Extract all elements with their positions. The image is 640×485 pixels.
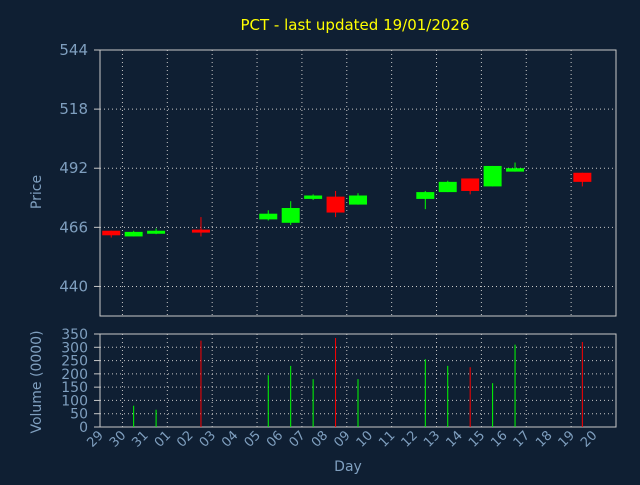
volume-tick-label: 200: [61, 367, 88, 383]
volume-tick-label: 0: [79, 420, 88, 436]
price-panel: 544 518 492 466 440: [59, 41, 617, 317]
volume-tick-label: 300: [61, 340, 88, 356]
candle-body: [147, 230, 166, 234]
x-axis-label: Day: [334, 459, 362, 475]
candle-body: [461, 178, 480, 191]
price-frame: [99, 49, 617, 317]
candle-body: [259, 213, 278, 220]
price-tick-label: 492: [59, 159, 88, 177]
candle-body: [304, 195, 323, 199]
candle-body: [506, 168, 525, 172]
volume-tick-label: 350: [61, 327, 88, 343]
price-tick-label: 544: [59, 41, 88, 59]
candle-body: [102, 230, 121, 236]
volume-tick-label: 50: [70, 407, 88, 423]
candle-body: [349, 195, 367, 205]
candle-body: [573, 172, 592, 182]
candle-body: [438, 181, 457, 193]
candle-body: [416, 192, 435, 199]
volume-tick-label: 100: [61, 393, 88, 409]
candle-body: [124, 231, 143, 237]
volume-axis-label: Volume (0000): [29, 330, 45, 433]
candle-body: [326, 196, 345, 213]
candle-body: [281, 208, 300, 223]
chart-title: PCT - last updated 19/01/2026: [240, 16, 469, 34]
candle-body: [483, 165, 502, 187]
price-tick-label: 518: [59, 100, 88, 118]
price-axis-label: Price: [29, 175, 45, 209]
price-tick-label: 440: [59, 277, 88, 295]
price-tick-label: 466: [59, 218, 88, 236]
volume-tick-label: 250: [61, 354, 88, 370]
volume-tick-label: 150: [61, 380, 88, 396]
candle-body: [191, 229, 210, 233]
